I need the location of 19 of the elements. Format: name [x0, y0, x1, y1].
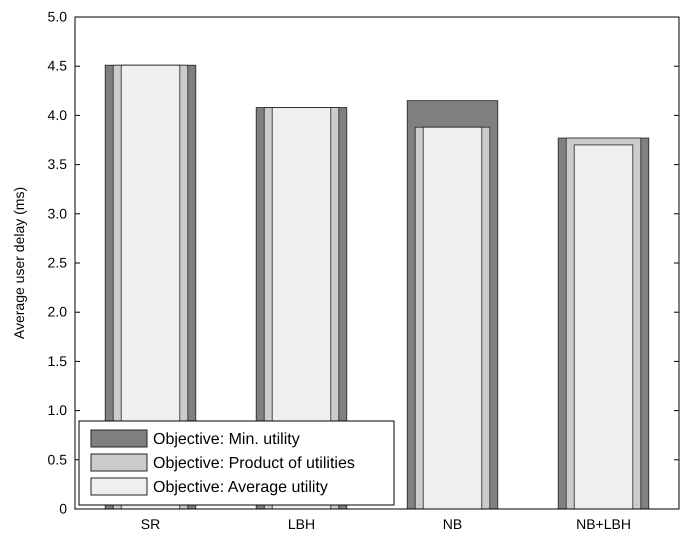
y-tick-label: 3.0: [48, 205, 68, 222]
y-axis-title: Average user delay (ms): [11, 186, 27, 340]
legend-label: Objective: Min. utility: [153, 431, 300, 448]
y-tick-label: 2.0: [48, 304, 68, 320]
y-tick-label: 1.5: [48, 352, 68, 369]
y-tick-label: 0.5: [48, 451, 68, 468]
x-tick-label: NB+LBH: [576, 516, 631, 532]
y-tick-label: 5.0: [48, 8, 68, 24]
x-tick-label: NB: [442, 516, 462, 532]
y-tick-label: 0: [59, 500, 68, 516]
y-tick-label: 1.0: [48, 402, 68, 418]
x-tick-label: SR: [140, 516, 160, 532]
x-tick-label: LBH: [288, 516, 316, 532]
legend-label: Objective: Product of utilities: [153, 455, 355, 472]
legend-label: Objective: Average utility: [153, 479, 328, 496]
y-tick-label: 4.5: [48, 58, 68, 74]
y-tick-label: 4.0: [48, 106, 68, 123]
y-tick-label: 3.5: [48, 156, 68, 172]
y-tick-label: 2.5: [48, 254, 68, 270]
